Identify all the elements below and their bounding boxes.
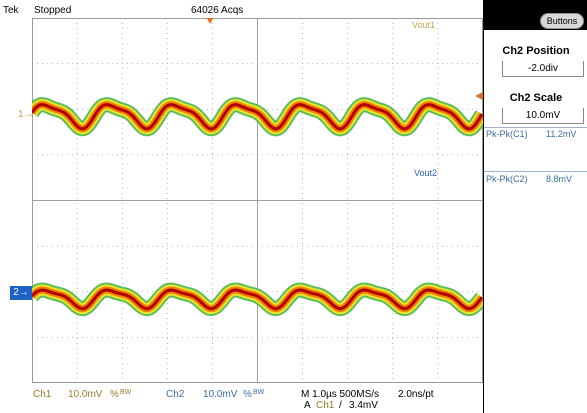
- measurement-label-c2: Pk-Pk(C2): [486, 174, 528, 184]
- ch2-ground-marker[interactable]: 2→: [10, 286, 32, 300]
- ch1-trace-label: Vout1: [412, 20, 435, 30]
- ch2-scale-title: Ch2 Scale: [509, 92, 563, 104]
- waveform-persistence-layer-3: [32, 288, 483, 311]
- timebase-readout: M 1.0µs 500MS/s: [301, 389, 380, 400]
- ch2-position-title: Ch2 Position: [502, 45, 570, 57]
- run-state: Stopped: [34, 5, 72, 16]
- ch1-scale: 10.0mV: [68, 389, 103, 400]
- measurement-label-c1: Pk-Pk(C1): [486, 129, 528, 139]
- ch2-marker-number: 2: [13, 287, 19, 298]
- ch2-scale-value[interactable]: 10.0mV: [502, 108, 584, 124]
- side-menu-panel: Buttons Ch2 Position -2.0div Ch2 Scale 1…: [483, 0, 587, 413]
- brand-label: Tek: [3, 5, 19, 16]
- measurement-value-c2: 8.8mV: [546, 174, 573, 184]
- ch2-trace-label: Vout2: [414, 168, 437, 178]
- graticule-grid: [32, 18, 483, 383]
- channel-readout-bar: Ch1 10.0mV % BW Ch2 10.0mV % BW M 1.0µs …: [0, 384, 483, 413]
- ch1-ground-marker[interactable]: 1→: [18, 109, 34, 121]
- trigger-level-marker[interactable]: [475, 92, 483, 100]
- waveform-display[interactable]: Vout1 Vout2: [32, 18, 483, 383]
- acquisition-count: 64026 Acqs: [191, 5, 244, 16]
- ch2-waveform: [32, 282, 483, 317]
- trigger-slope: /: [339, 400, 342, 411]
- ch2-marker-arrow: →: [18, 287, 29, 298]
- measurement-value-c1: 11.2mV: [546, 129, 577, 139]
- ch1-marker-number: 1: [18, 109, 24, 120]
- ch1-waveform: [32, 97, 483, 137]
- ch2-name: Ch2: [166, 389, 185, 400]
- sample-interval-readout: 2.0ns/pt: [398, 389, 434, 400]
- trigger-prefix: A: [304, 400, 311, 411]
- ch2-coupling: %: [243, 389, 252, 400]
- ch1-bandwidth-limit: BW: [120, 389, 132, 396]
- ch2-bandwidth-limit: BW: [253, 389, 265, 396]
- panel-divider: [484, 127, 587, 128]
- ch2-position-value[interactable]: -2.0div: [502, 61, 584, 77]
- trigger-position-marker[interactable]: [206, 18, 214, 24]
- buttons-button[interactable]: Buttons: [540, 13, 584, 29]
- ch1-marker-arrow: →: [23, 109, 34, 120]
- panel-divider: [484, 171, 587, 172]
- trigger-level: 3.4mV: [349, 400, 378, 411]
- ch1-name: Ch1: [33, 389, 52, 400]
- trigger-source: Ch1: [316, 400, 335, 411]
- waveform-persistence-layer-3: [32, 103, 483, 131]
- ch1-coupling: %: [110, 389, 119, 400]
- status-bar: Tek Stopped 64026 Acqs: [0, 0, 483, 18]
- ch2-scale: 10.0mV: [203, 389, 238, 400]
